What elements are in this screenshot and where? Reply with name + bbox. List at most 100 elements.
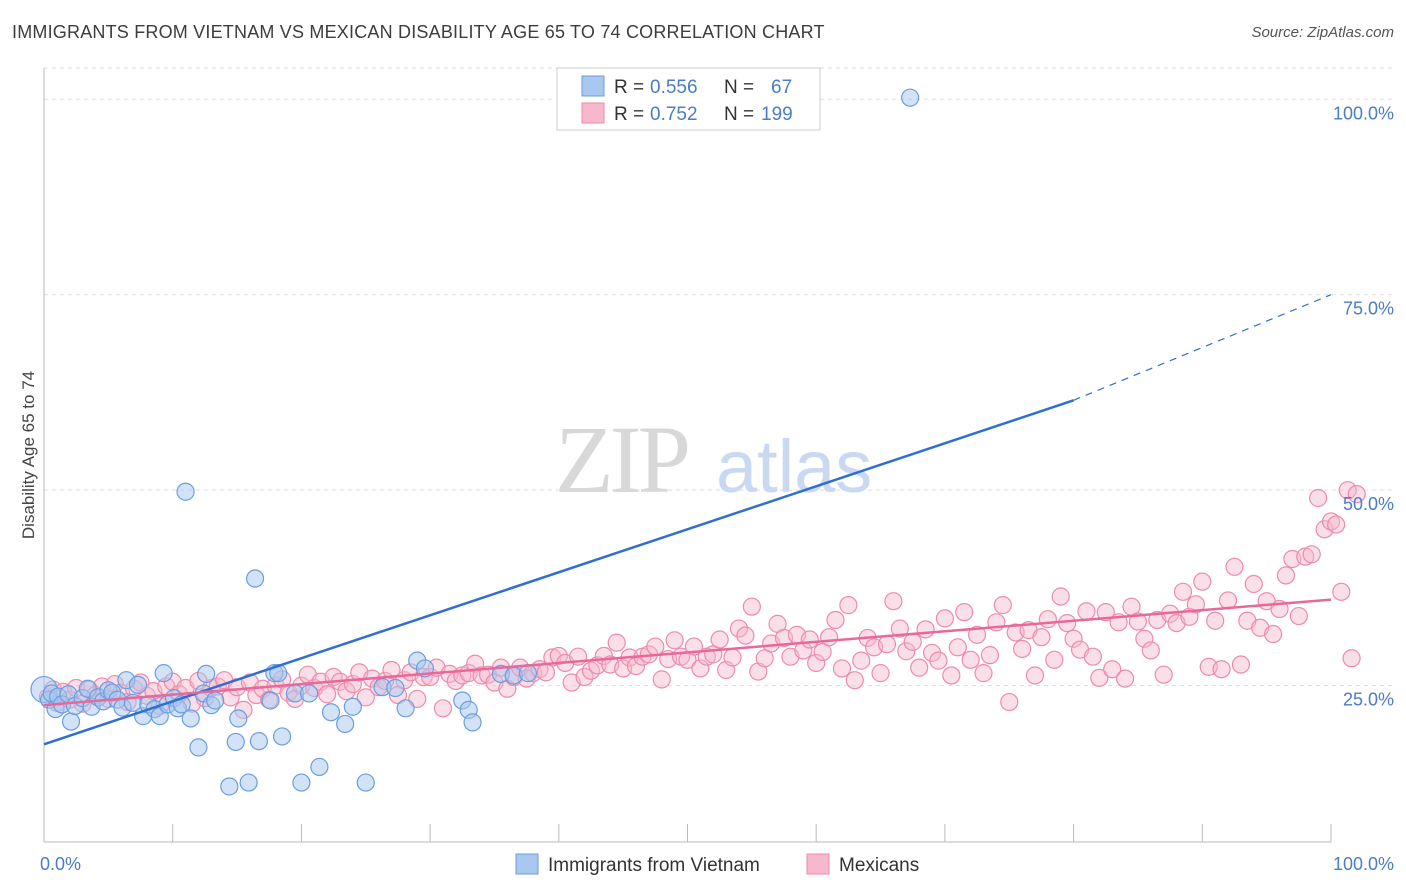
mexicans-point — [1141, 641, 1160, 660]
legend-n-value-vietnam: 67 — [771, 77, 792, 98]
vietnam-point — [292, 773, 311, 792]
chart-title: IMMIGRANTS FROM VIETNAM VS MEXICAN DISAB… — [12, 22, 825, 42]
legend: R = 0.556 N = 67 R = 0.752 N = 199 — [556, 67, 821, 131]
mexicans-point — [974, 664, 993, 683]
mexicans-point — [1206, 611, 1225, 630]
y-tick-label-25: 25.0% — [1343, 690, 1394, 710]
mexicans-point — [382, 660, 401, 680]
mexicans-point — [819, 628, 839, 647]
vietnam-points — [30, 88, 920, 796]
mexicans-point — [1025, 666, 1045, 685]
mexicans-point — [1135, 629, 1154, 648]
mexicans-point — [845, 671, 864, 690]
mexicans-point — [890, 619, 909, 638]
mexicans-point — [942, 666, 961, 685]
x-tick-label-min: 0.0% — [40, 854, 81, 874]
vietnam-point — [336, 714, 355, 734]
vietnam-point — [272, 727, 292, 746]
vietnam-point — [229, 709, 248, 728]
mexicans-point — [1347, 484, 1366, 504]
mexicans-point — [691, 659, 710, 678]
mexicans-point — [1338, 481, 1357, 500]
watermark-zip: ZIP — [555, 406, 688, 513]
legend-r-value-mexicans: 0.752 — [650, 104, 698, 125]
legend-n-label-vietnam: N = — [724, 77, 754, 98]
legend-swatch-vietnam — [581, 75, 605, 97]
mexicans-point — [993, 596, 1012, 615]
vietnam-point — [300, 684, 319, 703]
mexicans-point — [980, 646, 1000, 665]
mexicans-point — [1186, 595, 1205, 614]
trend-lines — [43, 294, 1332, 746]
vietnam-point — [356, 773, 375, 792]
mexicans-point — [1263, 624, 1283, 644]
mexicans-point — [1013, 639, 1032, 658]
mexicans-point — [1342, 649, 1361, 668]
mexicans-point — [897, 642, 916, 661]
mexicans-point — [1058, 613, 1077, 633]
mexicans-point — [852, 651, 871, 670]
mexicans-point — [1077, 602, 1096, 621]
bottom-legend: Immigrants from Vietnam Mexicans — [515, 853, 919, 876]
x-tick-labels: 0.0% 100.0% — [40, 854, 1394, 874]
bottom-legend-label-vietnam: Immigrants from Vietnam — [548, 855, 760, 876]
mexicans-point — [1000, 692, 1019, 712]
mexicans-point — [807, 653, 826, 673]
mexicans-point — [1332, 582, 1351, 601]
bottom-legend-swatch-mexicans — [806, 853, 830, 875]
mexicans-point — [318, 685, 337, 704]
mexicans-point — [1231, 655, 1251, 674]
vietnam-trend-extension — [1073, 294, 1332, 401]
mexicans-point — [652, 670, 671, 689]
y-tick-label-50: 50.0% — [1343, 494, 1394, 514]
mexicans-point — [1289, 606, 1308, 626]
mexicans-point — [1173, 582, 1193, 601]
vietnam-point — [343, 697, 362, 716]
legend-r-label-mexicans: R = — [614, 104, 644, 125]
y-axis-label: Disability Age 65 to 74 — [19, 371, 38, 539]
mexicans-point — [948, 638, 967, 657]
y-tick-label-100: 100.0% — [1333, 103, 1394, 123]
mexicans-point — [549, 646, 568, 666]
source-label: Source: ZipAtlas.com — [1251, 24, 1394, 41]
mexicans-point — [356, 688, 375, 707]
vietnam-trend-line — [43, 399, 1074, 746]
legend-r-label-vietnam: R = — [614, 77, 644, 98]
mexicans-point — [1090, 668, 1109, 687]
vietnam-point — [269, 664, 288, 683]
mexicans-point — [1045, 650, 1064, 669]
legend-swatch-mexicans — [581, 102, 605, 124]
y-tick-label-75: 75.0% — [1343, 299, 1394, 319]
watermark: ZIP atlas — [555, 406, 872, 513]
vietnam-point — [261, 691, 280, 710]
mexicans-point — [1083, 647, 1103, 666]
mexicans-point — [1309, 488, 1328, 508]
mexicans-point — [929, 651, 948, 670]
mexicans-point — [1128, 612, 1148, 631]
mexicans-point — [832, 659, 852, 678]
mexicans-point — [1051, 587, 1070, 606]
vietnam-point — [181, 709, 200, 728]
mexicans-point — [1032, 628, 1051, 647]
vietnam-point — [154, 664, 173, 683]
vietnam-point — [189, 738, 208, 757]
mexicans-point — [1225, 557, 1244, 576]
mexicans-point — [1115, 669, 1135, 688]
watermark-atlas: atlas — [716, 425, 872, 508]
mexicans-point — [884, 592, 903, 611]
mexicans-point — [1193, 572, 1212, 591]
vietnam-point — [321, 703, 341, 722]
mexicans-trend-line — [43, 598, 1332, 707]
mexicans-point — [1096, 603, 1115, 622]
mexicans-point — [871, 664, 890, 683]
mexicans-point — [1038, 610, 1057, 629]
mexicans-point — [1103, 660, 1122, 679]
vietnam-point — [396, 699, 415, 718]
bottom-legend-label-mexicans: Mexicans — [839, 855, 919, 876]
mexicans-point — [646, 637, 665, 656]
vietnam-point — [249, 732, 269, 751]
mexicans-point — [800, 630, 819, 649]
mexicans-point — [826, 610, 845, 630]
mexicans-point — [839, 596, 858, 615]
